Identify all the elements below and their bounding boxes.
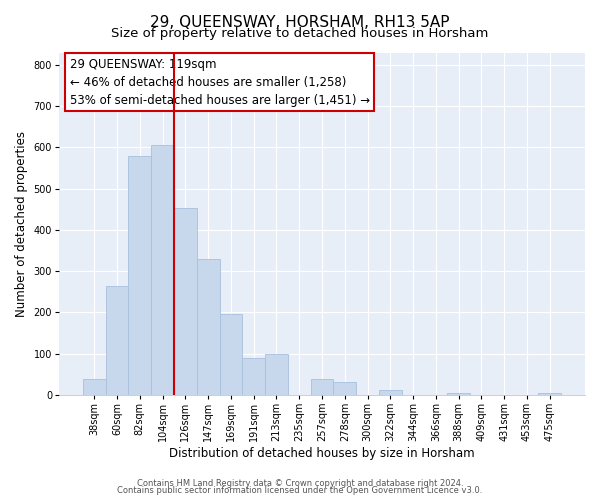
Y-axis label: Number of detached properties: Number of detached properties [15, 130, 28, 317]
Bar [174, 208, 197, 395]
Bar [83, 380, 106, 395]
Text: Contains public sector information licensed under the Open Government Licence v3: Contains public sector information licen… [118, 486, 482, 495]
X-axis label: Distribution of detached houses by size in Horsham: Distribution of detached houses by size … [169, 447, 475, 460]
Bar [265, 354, 288, 395]
Text: 29, QUEENSWAY, HORSHAM, RH13 5AP: 29, QUEENSWAY, HORSHAM, RH13 5AP [150, 15, 450, 30]
Text: 29 QUEENSWAY: 119sqm
← 46% of detached houses are smaller (1,258)
53% of semi-de: 29 QUEENSWAY: 119sqm ← 46% of detached h… [70, 58, 370, 106]
Bar [334, 382, 356, 395]
Bar [447, 393, 470, 395]
Text: Contains HM Land Registry data © Crown copyright and database right 2024.: Contains HM Land Registry data © Crown c… [137, 478, 463, 488]
Bar [311, 380, 334, 395]
Bar [151, 146, 174, 395]
Bar [128, 156, 151, 395]
Bar [242, 358, 265, 395]
Bar [106, 286, 128, 395]
Bar [220, 314, 242, 395]
Text: Size of property relative to detached houses in Horsham: Size of property relative to detached ho… [112, 28, 488, 40]
Bar [379, 390, 401, 395]
Bar [538, 393, 561, 395]
Bar [197, 259, 220, 395]
